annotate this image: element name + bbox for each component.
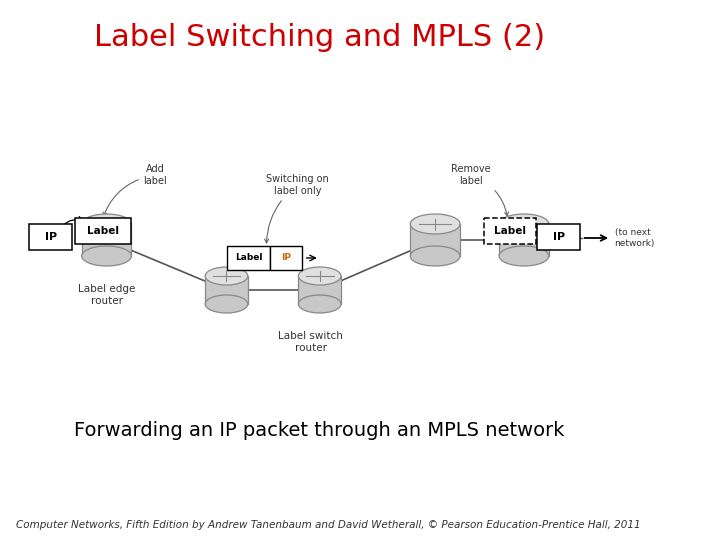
Bar [499,224,549,256]
Text: Computer Networks, Fifth Edition by Andrew Tanenbaum and David Wetherall, © Pear: Computer Networks, Fifth Edition by Andr… [16,520,641,530]
Ellipse shape [499,214,549,234]
FancyBboxPatch shape [270,246,302,270]
Ellipse shape [205,295,248,313]
Ellipse shape [298,295,341,313]
Text: Label: Label [87,226,119,236]
Text: Label: Label [235,253,262,262]
FancyBboxPatch shape [228,246,270,270]
Ellipse shape [81,246,132,266]
Ellipse shape [298,267,341,285]
Text: Add
label: Add label [103,164,167,216]
Text: Label: Label [494,226,526,236]
Bar [298,276,341,304]
Text: IP: IP [281,253,291,262]
Text: IP: IP [45,232,57,242]
Bar [205,276,248,304]
Text: Forwarding an IP packet through an MPLS network: Forwarding an IP packet through an MPLS … [74,421,565,440]
Bar [81,224,132,256]
FancyBboxPatch shape [76,218,130,244]
Text: (to next
network): (to next network) [615,228,655,248]
Text: IP: IP [552,232,564,242]
FancyBboxPatch shape [537,224,580,250]
Ellipse shape [81,214,132,234]
Ellipse shape [410,246,460,266]
Text: Label edge
router: Label edge router [78,284,135,306]
Ellipse shape [410,214,460,234]
Ellipse shape [205,267,248,285]
Text: Switching on
label only: Switching on label only [265,174,329,243]
Text: Remove
label: Remove label [451,164,508,216]
Text: Label Switching and MPLS (2): Label Switching and MPLS (2) [94,24,545,52]
FancyBboxPatch shape [30,224,72,250]
Bar [410,224,460,256]
FancyBboxPatch shape [484,218,536,244]
Text: Label switch
router: Label switch router [279,331,343,353]
Ellipse shape [499,246,549,266]
